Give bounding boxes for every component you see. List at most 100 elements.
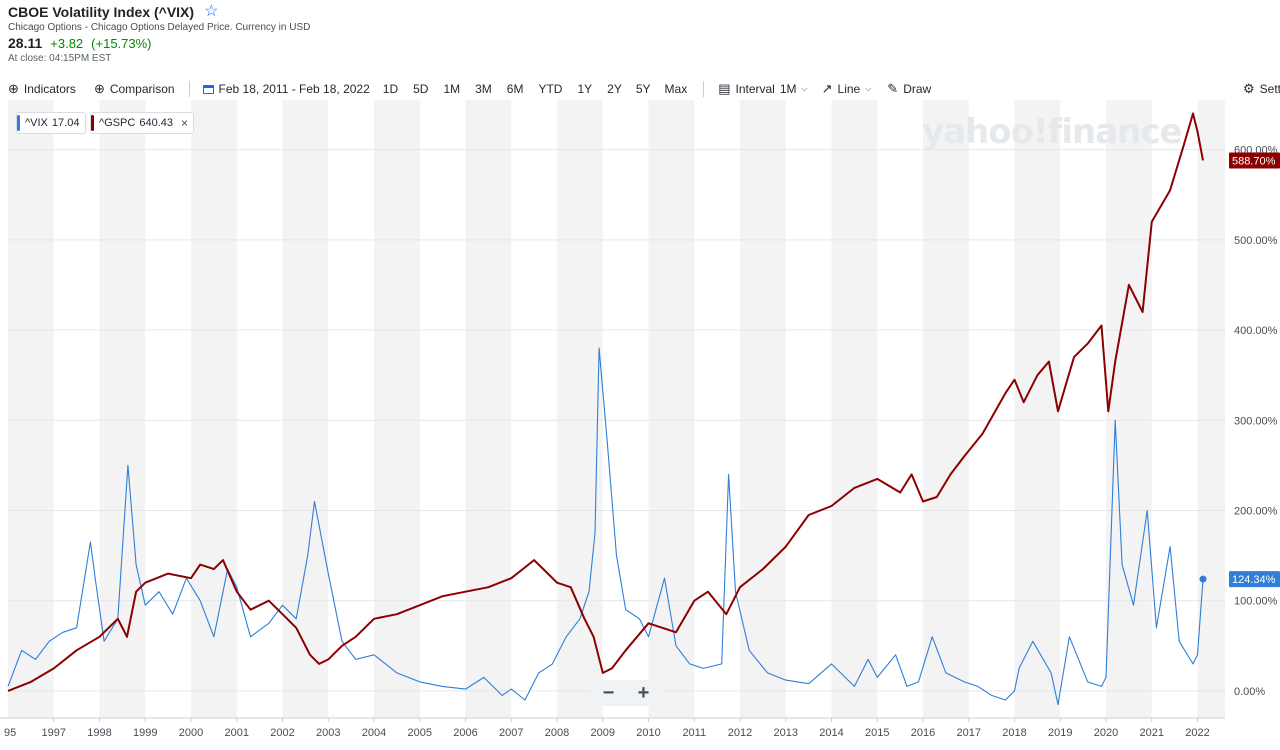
x-tick-label: 2003 (316, 727, 340, 739)
year-band (740, 100, 786, 718)
x-tick-label: 2018 (1002, 727, 1026, 739)
vix-color-bar (17, 115, 20, 131)
chart-toolbar: ⊕ Indicators ⊕ Comparison Feb 18, 2011 -… (0, 78, 1280, 100)
last-value-label: 124.34% (1232, 574, 1276, 586)
range-2y[interactable]: 2Y (607, 82, 622, 96)
x-tick-label: 1997 (42, 727, 66, 739)
zoom-controls: − + (591, 680, 661, 706)
year-band (557, 100, 603, 718)
y-axis: 0.00% 100.00% 200.00% 300.00% 400.00% 500.00%… (1234, 145, 1278, 698)
settings-label: Settings (1259, 82, 1280, 96)
x-tick-label: 2004 (362, 727, 386, 739)
x-tick-label: 2011 (682, 727, 706, 739)
calendar-icon (202, 84, 214, 94)
x-tick-label: 2019 (1048, 727, 1072, 739)
series-layer (7, 112, 1204, 706)
close-icon[interactable]: × (181, 116, 189, 130)
legend-gspc-label: ^GSPC (99, 117, 136, 129)
line-chart-icon: ↗ (821, 81, 833, 96)
legend-vix-value: 17.04 (51, 117, 80, 129)
quote-title: CBOE Volatility Index (^VIX) (8, 4, 195, 20)
gear-icon: ⚙ (1243, 81, 1255, 96)
comparison-button[interactable]: ⊕ Comparison (94, 81, 175, 97)
range-3m[interactable]: 3M (475, 82, 492, 96)
draw-button[interactable]: ✎ Draw (887, 81, 931, 97)
quote-price: 28.11 (8, 35, 43, 51)
year-band (8, 100, 54, 718)
quote-change-percent: (+15.73%) (91, 36, 152, 51)
year-band (374, 100, 420, 718)
chart-type-dropdown[interactable]: ↗ Line ⌵ (822, 81, 872, 97)
range-1y[interactable]: 1Y (577, 82, 593, 96)
interval-icon: ▤ (718, 81, 731, 96)
star-icon[interactable]: ☆ (204, 3, 219, 20)
last-value-label: 588.70% (1232, 155, 1276, 167)
y-tick-label: 0.00% (1234, 686, 1265, 698)
plus-circle-icon: ⊕ (93, 81, 105, 96)
plus-circle-icon: ⊕ (8, 81, 19, 96)
vix-last-point (1199, 575, 1207, 583)
legend-gspc-value: 640.43 (139, 117, 173, 129)
range-5d[interactable]: 5D (413, 82, 429, 96)
date-range-button[interactable]: Feb 18, 2011 - Feb 18, 2022 (202, 82, 370, 96)
x-tick-label: 2001 (225, 727, 249, 739)
interval-value: 1M (779, 82, 797, 96)
toolbar-divider (188, 81, 190, 97)
range-6m[interactable]: 6M (506, 82, 524, 96)
last-value-badge (1229, 571, 1280, 588)
x-tick-label: 2008 (545, 727, 569, 739)
gspc-series-line (7, 112, 1204, 692)
year-band (1014, 100, 1061, 718)
x-tick-label: 2007 (499, 727, 523, 739)
quote-header: CBOE Volatility Index (^VIX) ☆ Chicago O… (8, 3, 310, 65)
year-band (923, 100, 969, 718)
year-bands (8, 100, 1225, 718)
close-time: At close: 04:15PM EST (8, 53, 112, 64)
legend-vix[interactable]: ^VIX 17.04 (16, 112, 86, 134)
x-tick-label: 2017 (957, 727, 981, 739)
range-5y[interactable]: 5Y (635, 82, 651, 96)
gspc-color-bar (91, 115, 94, 131)
chevron-down-icon: ⌵ (801, 84, 808, 93)
x-tick-label: 2012 (728, 727, 752, 739)
year-band (99, 100, 146, 718)
toolbar-divider (703, 81, 705, 97)
x-tick-label: 2009 (591, 727, 615, 739)
y-tick-label: 400.00% (1234, 325, 1278, 337)
chart-type-label: Line (837, 82, 861, 96)
yahoo-finance-watermark: yahoo!finance (922, 112, 1183, 152)
settings-button[interactable]: ⚙ Settings (1243, 81, 1280, 97)
pencil-icon: ✎ (887, 81, 899, 96)
year-band (1106, 100, 1152, 718)
x-tick-label: 2021 (1140, 727, 1164, 739)
gridlines (8, 149, 1225, 692)
end-labels: 124.34% 588.70% (1199, 152, 1280, 588)
legend-vix-label: ^VIX (25, 117, 48, 129)
x-tick-label: 2006 (453, 727, 477, 739)
y-tick-label: 300.00% (1234, 415, 1278, 427)
year-band (465, 100, 512, 718)
legend-gspc[interactable]: ^GSPC 640.43 × (90, 112, 194, 134)
last-value-badge (1229, 152, 1280, 169)
range-1d[interactable]: 1D (382, 82, 399, 96)
x-tick-label: 2014 (819, 727, 843, 739)
price-chart[interactable]: 95 1997 1998 1999 2000 2001 2002 2003 2004 2005 20… (0, 100, 1280, 750)
range-ytd[interactable]: YTD (538, 82, 563, 96)
x-tick-label: 95 (4, 727, 16, 739)
y-tick-label: 200.00% (1234, 505, 1278, 517)
indicators-label: Indicators (23, 82, 76, 96)
x-tick-label: 1999 (133, 727, 157, 739)
x-tick-label: 2016 (911, 727, 935, 739)
range-max[interactable]: Max (664, 82, 688, 96)
interval-label: Interval (735, 82, 775, 96)
indicators-button[interactable]: ⊕ Indicators (8, 81, 76, 97)
year-band (191, 100, 237, 718)
zoom-out-button[interactable]: − (602, 682, 615, 704)
x-tick-label: 2015 (865, 727, 889, 739)
date-range-label: Feb 18, 2011 - Feb 18, 2022 (218, 82, 370, 96)
range-1m[interactable]: 1M (443, 82, 461, 96)
zoom-in-button[interactable]: + (637, 682, 650, 704)
interval-dropdown[interactable]: ▤ Interval 1M ⌵ (718, 81, 807, 97)
x-tick-label: 2000 (179, 727, 203, 739)
y-tick-label: 500.00% (1234, 235, 1278, 247)
